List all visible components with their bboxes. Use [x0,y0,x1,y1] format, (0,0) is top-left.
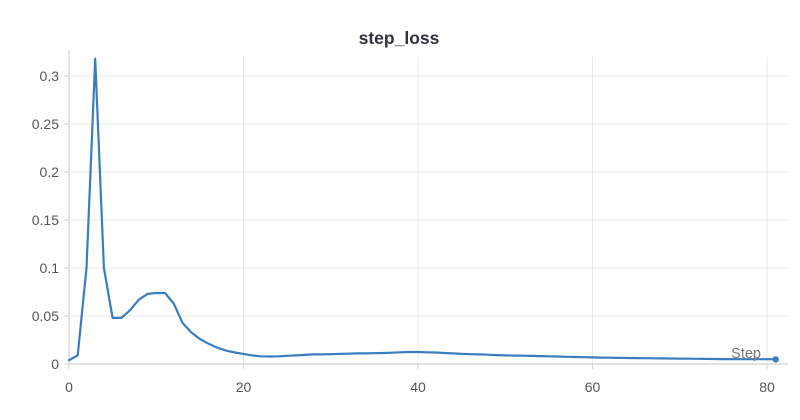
tick-labels: 0 0.05 0.1 0.15 0.2 0.25 0.3 0 20 40 60 80 [32,68,775,395]
axes [68,50,788,365]
y-tick-label: 0.2 [40,164,60,180]
x-tick-label: 80 [759,379,775,395]
tick-marks [64,75,768,369]
y-tick-label: 0.3 [40,68,60,84]
last-point-marker [772,356,779,363]
y-tick-label: 0.25 [32,116,59,132]
loss-line [67,57,777,362]
chart-title: step_loss [359,28,440,48]
horizontal-gridlines [69,75,787,317]
y-tick-label: 0 [51,356,59,372]
x-tick-label: 60 [585,379,601,395]
x-tick-label: 0 [65,379,73,395]
y-tick-label: 0.05 [32,308,59,324]
y-tick-label: 0.15 [32,212,59,228]
x-tick-label: 40 [410,379,426,395]
x-tick-label: 20 [236,379,252,395]
x-axis-title: Step [731,346,761,362]
y-tick-label: 0.1 [40,260,60,276]
vertical-gridlines [243,57,768,364]
